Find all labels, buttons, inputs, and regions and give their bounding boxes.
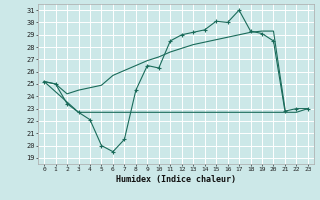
X-axis label: Humidex (Indice chaleur): Humidex (Indice chaleur) bbox=[116, 175, 236, 184]
